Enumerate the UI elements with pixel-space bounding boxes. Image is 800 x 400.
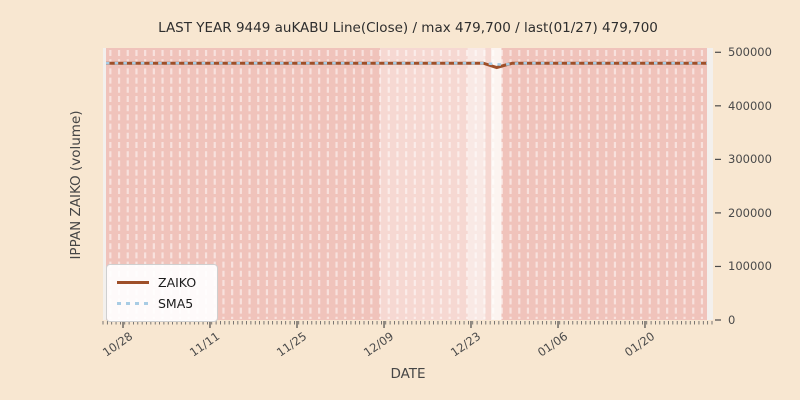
sma5-line-swatch [117, 302, 149, 305]
y-tick-label: 100000 [728, 259, 772, 274]
zaiko-line-swatch [117, 281, 149, 284]
legend-label-sma5: SMA5 [158, 296, 194, 311]
legend: ZAIKO SMA5 [106, 264, 218, 322]
daily-volume-band [485, 48, 492, 320]
legend-label-zaiko: ZAIKO [158, 275, 197, 290]
y-tick-label: 400000 [728, 98, 772, 113]
legend-item-sma5: SMA5 [117, 293, 207, 314]
x-axis-label: DATE [390, 366, 426, 382]
y-tick-label: 200000 [728, 205, 772, 220]
y-tick-label: 0 [728, 313, 736, 327]
daily-volume-band [491, 48, 502, 320]
y-tick-label: 300000 [728, 152, 772, 167]
y-tick-label: 500000 [728, 45, 772, 60]
chart-title: LAST YEAR 9449 auKABU Line(Close) / max … [158, 20, 658, 36]
legend-item-zaiko: ZAIKO [117, 272, 207, 293]
